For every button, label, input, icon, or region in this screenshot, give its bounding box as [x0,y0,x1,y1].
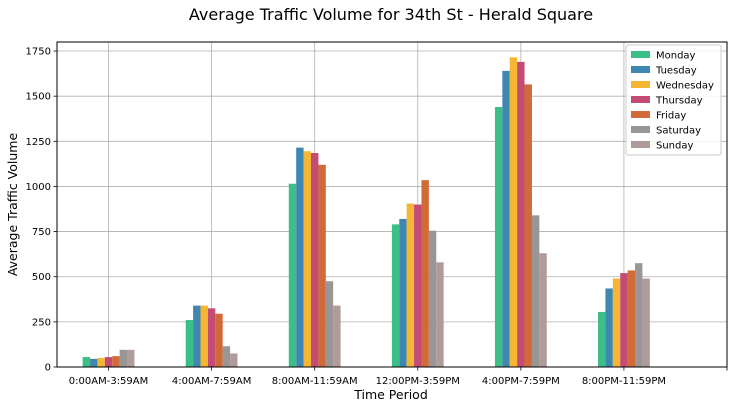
chart-title: Average Traffic Volume for 34th St - Her… [189,5,593,24]
bar [502,70,510,367]
bar [230,353,238,367]
bar [207,308,216,367]
bar [620,273,628,367]
bar [296,147,304,367]
legend: Monday Tuesday Wednesday Thursday Friday Satu… [625,44,722,156]
bar [414,204,422,367]
legend-label: Wednesday [656,81,714,92]
legend-swatch [631,96,650,103]
y-tick-label: 0 [45,363,51,374]
bar [97,357,105,367]
legend-label: Thursday [655,96,703,107]
bar [82,357,91,367]
bar [509,57,518,367]
legend-label: Friday [656,111,686,122]
bar [539,253,547,367]
legend-swatch [631,66,650,73]
y-tick-label: 1250 [26,137,51,148]
bar [627,270,636,367]
bar [310,153,319,367]
bar [127,349,135,367]
y-axis-label: Average Traffic Volume [5,133,20,277]
legend-swatch [631,141,650,148]
plot-frame [56,41,728,368]
bar [524,84,532,368]
bar [104,357,113,367]
bar [517,61,525,367]
x-axis-label: Time Period [353,387,428,402]
legend-label: Saturday [656,126,701,137]
bar [494,107,503,367]
bar [333,305,341,367]
bar [406,203,415,367]
bar [325,281,334,367]
bar [399,218,407,367]
bar [112,356,120,367]
bar [119,349,128,367]
bar [193,305,201,367]
bar [303,151,311,367]
bar [222,346,231,367]
legend-swatch [631,51,650,58]
bar [531,215,540,367]
y-axis: 0 250 500 750 1000 1250 1500 1750 [26,47,57,374]
bar [598,311,606,367]
x-tick-label: 8:00PM-11:59PM [582,376,666,387]
x-axis: 0:00AM-3:59AM 4:00AM-7:59AM 8:00AM-11:59AM… [69,367,728,387]
bar [421,180,429,367]
bar [90,358,98,367]
legend-swatch [631,111,650,118]
bars [82,57,650,368]
bar [200,305,208,367]
y-tick-label: 1500 [26,92,51,103]
bar [288,183,297,367]
bar [635,263,643,367]
bar [605,288,613,367]
y-tick-label: 1000 [26,182,51,193]
x-tick-label: 4:00PM-7:59PM [482,376,560,387]
legend-swatch [631,126,650,133]
legend-swatch [631,81,650,88]
x-tick-label: 8:00AM-11:59AM [272,376,358,387]
bar [391,224,400,367]
bar [215,313,223,367]
legend-label: Sunday [656,141,693,152]
bar [612,278,621,367]
bar [436,262,444,367]
y-tick-label: 750 [32,227,51,238]
y-tick-label: 250 [32,317,51,328]
legend-label: Tuesday [655,66,697,77]
y-tick-label: 500 [32,272,51,283]
bar [185,320,194,367]
x-tick-label: 12:00PM-3:59PM [376,376,460,387]
bar [428,230,437,367]
x-tick-label: 4:00AM-7:59AM [172,376,251,387]
bar [318,164,326,367]
legend-label: Monday [656,51,696,62]
bar [642,278,650,367]
y-tick-label: 1750 [26,47,51,58]
x-tick-label: 0:00AM-3:59AM [69,376,148,387]
